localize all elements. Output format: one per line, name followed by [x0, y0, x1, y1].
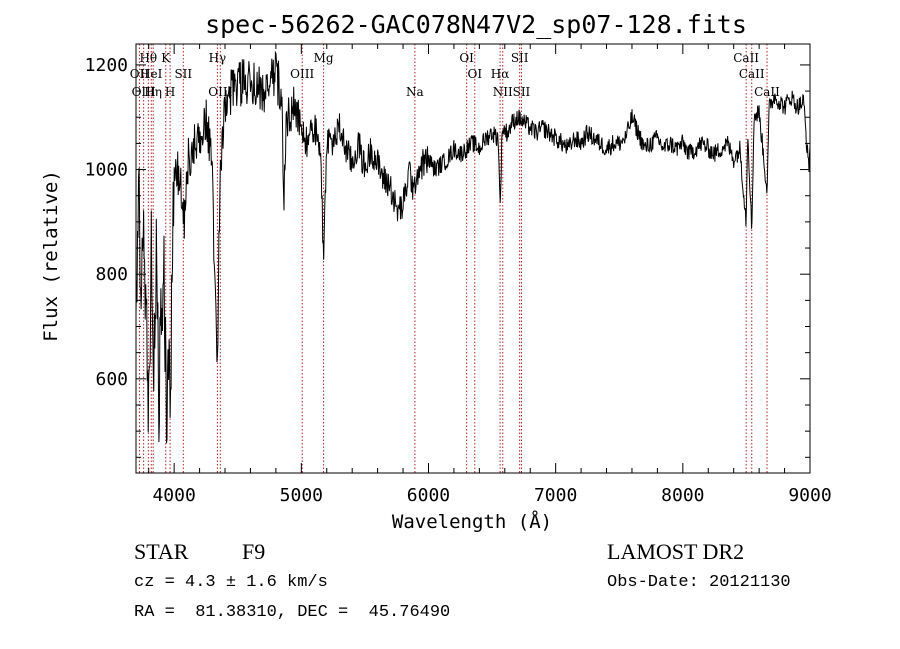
x-tick-label: 5000: [280, 485, 323, 506]
line-marker-label: SII: [511, 51, 529, 65]
line-marker-label: Hθ: [139, 51, 157, 65]
line-marker-label: Hη: [144, 85, 162, 99]
plot-frame: [135, 43, 811, 474]
x-tick-label: 6000: [407, 485, 450, 506]
x-tick-label: 9000: [788, 485, 831, 506]
line-marker-label: K: [161, 51, 171, 65]
axis-ticks: 4000 5000 6000 7000 8000 9000 600 800 1000 1200: [85, 44, 832, 506]
line-marker-label: H: [165, 85, 175, 99]
line-marker-label: SII: [174, 67, 192, 81]
y-axis-title: Flux (relative): [40, 170, 62, 342]
line-marker-label: Na: [406, 85, 424, 99]
line-marker-label: Hγ: [209, 51, 227, 65]
line-marker-label: OIII: [290, 67, 314, 81]
line-marker-label: OIII: [132, 85, 156, 99]
spectrum-line: [135, 50, 811, 444]
line-marker-label: CaII: [739, 67, 765, 81]
spectrum-layer: [135, 50, 811, 444]
line-marker-label: Hα: [491, 67, 510, 81]
line-marker-label: SII: [513, 85, 531, 99]
y-tick-label: 1000: [85, 160, 128, 181]
line-marker-label: OI: [467, 67, 482, 81]
line-marker-label: CaII: [733, 51, 759, 65]
chart-title: spec-56262-GAC078N47V2_sp07-128.fits: [205, 10, 747, 39]
line-marker-label: OIII: [208, 85, 232, 99]
y-tick-label: 1200: [85, 55, 128, 76]
y-tick-label: 800: [95, 264, 128, 285]
x-tick-label: 7000: [534, 485, 577, 506]
line-marker-label: OI: [459, 51, 474, 65]
x-tick-label: 4000: [152, 485, 195, 506]
line-marker-label: Mg: [314, 51, 334, 65]
survey-name: LAMOST DR2: [607, 539, 745, 564]
line-marker-label: NII: [493, 85, 513, 99]
line-marker-label: OII: [130, 67, 150, 81]
coordinates: RA = 81.38310, DEC = 45.76490: [134, 603, 451, 622]
line-marker-label: CaII: [754, 85, 780, 99]
y-tick-label: 600: [95, 369, 128, 390]
line-markers-layer: [138, 44, 768, 473]
line-marker-label: HeI: [140, 67, 163, 81]
redshift-cz: cz = 4.3 ± 1.6 km/s: [134, 573, 328, 592]
x-axis-title: Wavelength (Å): [392, 510, 552, 533]
object-subclass: F9: [242, 539, 266, 564]
observation-date: Obs-Date: 20121130: [607, 573, 791, 592]
x-tick-label: 8000: [661, 485, 704, 506]
object-class: STAR: [134, 539, 189, 564]
